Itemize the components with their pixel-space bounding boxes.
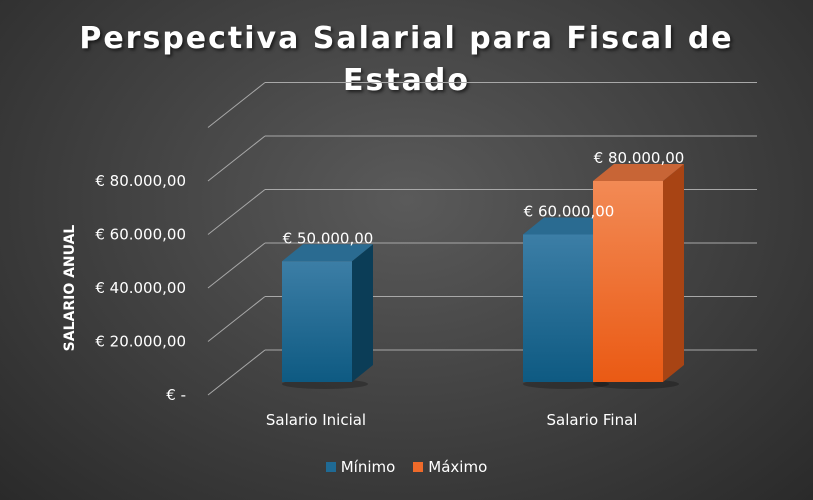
bar-top xyxy=(593,164,684,181)
chart-title: Perspectiva Salarial para Fiscal de Esta… xyxy=(79,21,734,98)
y-axis-label: SALARIO ANUAL xyxy=(62,225,78,352)
y-tick-label: € 40.000,00 xyxy=(95,279,186,297)
legend-item: Máximo xyxy=(413,458,487,476)
gridline-diagonal xyxy=(207,349,266,396)
gridline-diagonal xyxy=(207,135,266,182)
bar-side xyxy=(663,164,684,382)
gridline-diagonal xyxy=(207,296,266,342)
gridline-diagonal xyxy=(207,189,266,235)
bar-top xyxy=(523,217,614,235)
bar-top xyxy=(282,244,373,262)
legend-label: Mínimo xyxy=(340,458,396,476)
y-tick-label: € - xyxy=(166,386,186,404)
data-label: € 80.000,00 xyxy=(594,149,685,167)
legend-label: Máximo xyxy=(428,458,488,476)
y-tick-label: € 60.000,00 xyxy=(95,226,186,244)
data-labels: € 50.000,00 € 60.000,00 € 80.000,00 xyxy=(283,149,685,247)
bar-mínimo-0 xyxy=(282,261,352,382)
legend: Mínimo Máximo xyxy=(0,458,813,476)
y-tick-label: € 20.000,00 xyxy=(95,333,186,351)
gridline-diagonal xyxy=(207,242,266,289)
x-tick-label: Salario Inicial xyxy=(266,411,366,429)
bars xyxy=(282,164,684,389)
bar-máximo-1 xyxy=(593,181,663,382)
x-tick-label: Salario Final xyxy=(547,411,638,429)
legend-swatch xyxy=(325,462,336,472)
data-label: € 50.000,00 xyxy=(283,229,374,247)
y-tick-label: € 80.000,00 xyxy=(95,172,186,190)
y-axis: € - € 20.000,00 € 40.000,00 € 60.000,00 € 80… xyxy=(95,172,186,404)
legend-item: Mínimo xyxy=(325,458,396,476)
bar-side xyxy=(352,244,373,382)
x-axis: Salario Inicial Salario Final xyxy=(266,411,638,429)
gridline-diagonal xyxy=(207,82,266,128)
legend-swatch xyxy=(413,462,424,472)
bar-mínimo-1 xyxy=(523,234,593,382)
data-label: € 60.000,00 xyxy=(524,203,615,221)
